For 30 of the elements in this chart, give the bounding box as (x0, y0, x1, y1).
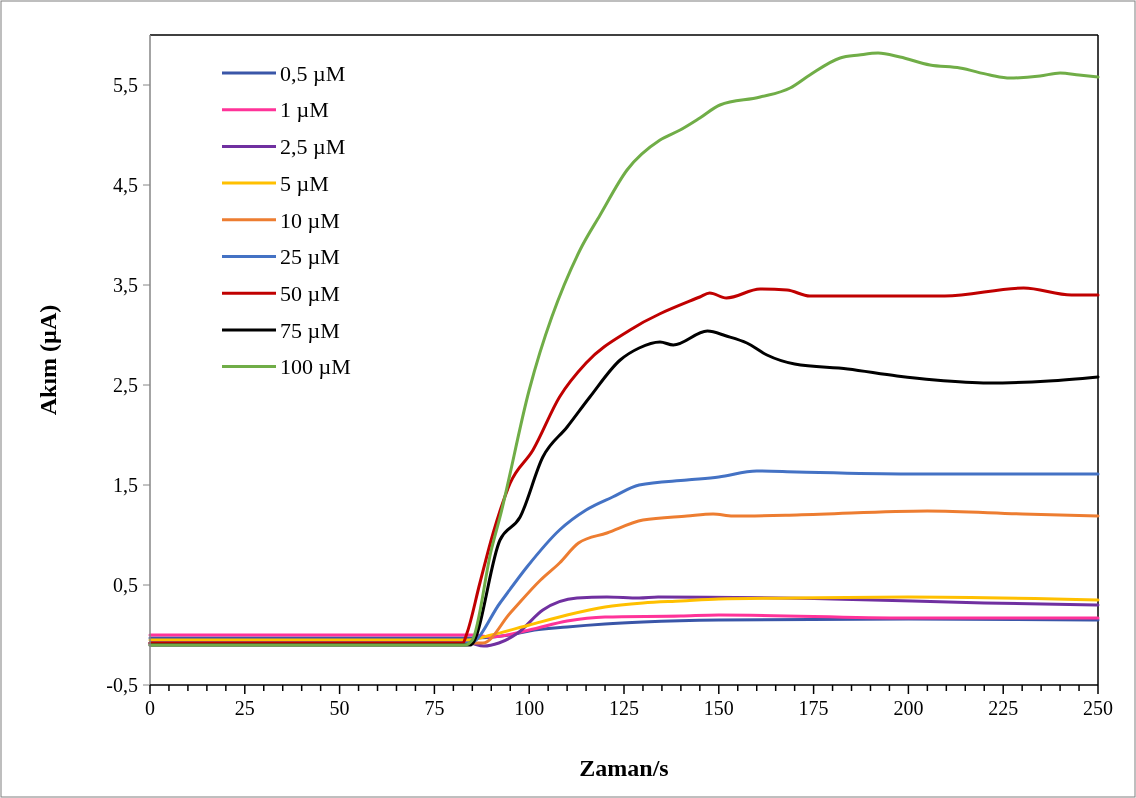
x-tick-label: 200 (893, 697, 924, 719)
x-tick-label: 75 (424, 697, 445, 719)
legend-label: 1 µM (280, 97, 329, 123)
y-axis-title: Akım (µA) (35, 304, 61, 416)
x-tick-label: 50 (329, 697, 350, 719)
legend-label: 2,5 µM (280, 134, 346, 160)
x-tick-label: 125 (609, 697, 639, 719)
legend-label: 10 µM (280, 207, 340, 233)
legend-label: 25 µM (280, 244, 340, 270)
line-series (148, 51, 1100, 647)
y-tick-label: 3,5 (113, 274, 138, 296)
x-axis-title: Zaman/s (579, 755, 669, 781)
x-tick-label: 25 (234, 697, 255, 719)
y-tick-label: 4,5 (113, 174, 138, 196)
x-tick-label: 150 (703, 697, 734, 719)
y-tick-label: 1,5 (113, 474, 138, 496)
legend-label: 5 µM (280, 170, 329, 196)
x-tick-label: 0 (145, 697, 155, 719)
y-tick-label: 2,5 (113, 374, 138, 396)
legend-label: 100 µM (280, 354, 351, 380)
legend-label: 75 µM (280, 317, 340, 343)
x-tick-label: 100 (514, 697, 545, 719)
y-tick-label: 0,5 (113, 574, 138, 596)
x-tick-label: 225 (988, 697, 1019, 719)
x-tick-label: 175 (798, 697, 829, 719)
legend-label: 0,5 µM (280, 60, 346, 86)
legend-label: 50 µM (280, 280, 340, 306)
x-tick-label: 250 (1083, 697, 1113, 719)
y-tick-label: 5,5 (113, 74, 138, 96)
y-tick-label: -0,5 (106, 674, 138, 696)
